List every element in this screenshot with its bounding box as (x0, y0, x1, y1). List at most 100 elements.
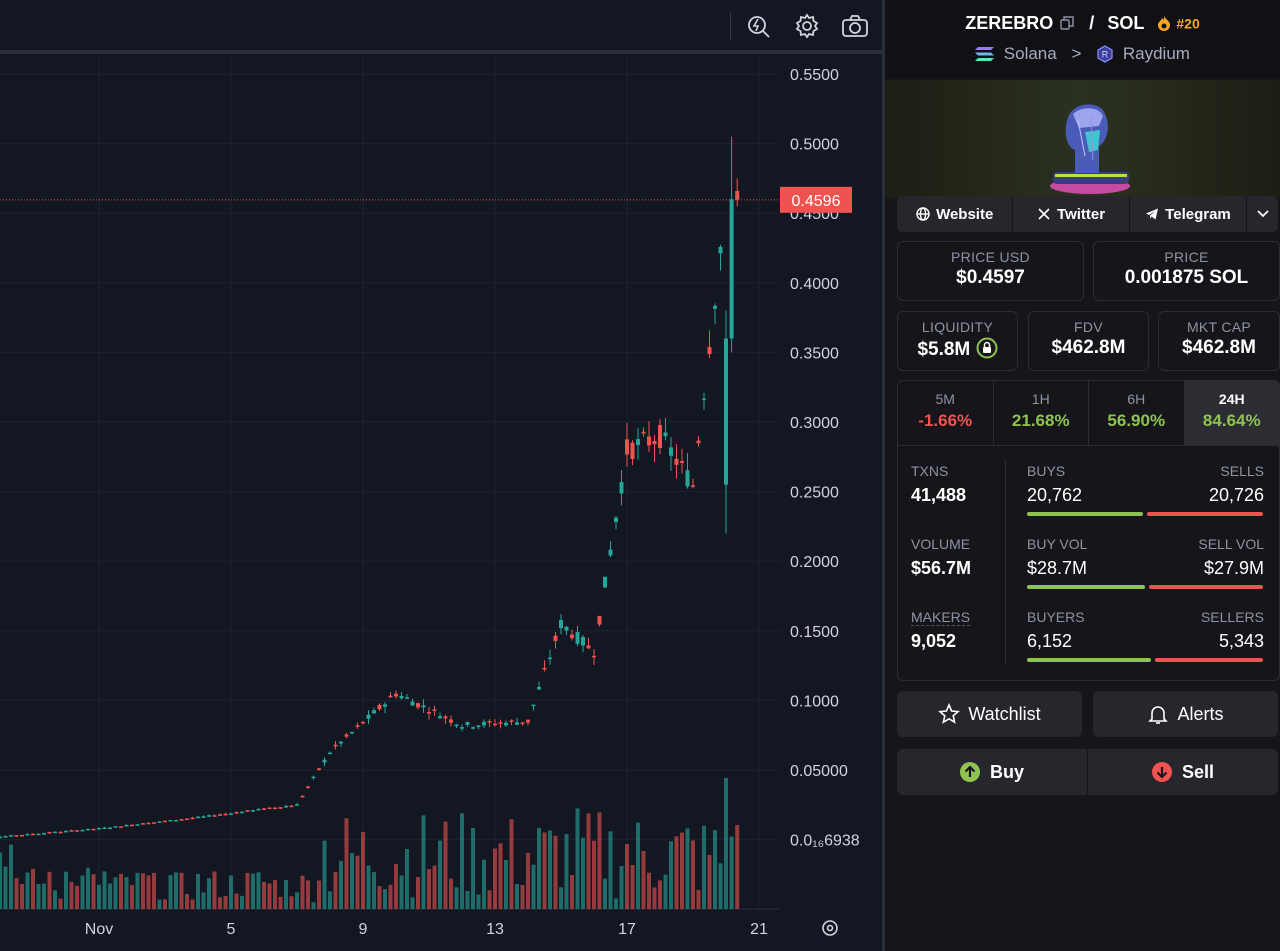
candle-body (592, 655, 596, 658)
volume-bar (47, 871, 52, 909)
chart-grid (0, 54, 780, 910)
candle-body (658, 425, 662, 448)
trade-buttons: Buy Sell (897, 749, 1278, 795)
volume-bar (438, 840, 442, 909)
candle-body (157, 821, 162, 823)
candle-body (14, 835, 19, 837)
candle-body (130, 824, 134, 827)
volume-bar (680, 832, 684, 909)
toolbar-separator (730, 12, 731, 40)
watchlist-button[interactable]: Watchlist (897, 691, 1082, 737)
volume-bar (498, 843, 503, 909)
tab-6h-label: 6H (1127, 391, 1146, 407)
candle-body (135, 824, 140, 826)
volume-bar (619, 866, 624, 909)
candle-body (410, 701, 415, 706)
axis-settings-icon[interactable] (822, 920, 838, 936)
candle-body (124, 825, 129, 827)
trending-rank: #20 (1176, 15, 1200, 32)
tab-24h[interactable]: 24H 84.64% (1184, 381, 1279, 445)
telegram-link-button[interactable]: Telegram (1129, 196, 1248, 232)
candlestick-chart[interactable]: 0.55000.50000.45000.40000.35000.30000.25… (0, 54, 882, 951)
website-link-button[interactable]: Website (897, 196, 1014, 232)
pane-divider[interactable] (882, 0, 885, 951)
trending-flame-icon (1158, 16, 1171, 32)
tab-1h-label: 1H (1031, 391, 1050, 407)
candle-body (42, 833, 46, 835)
tab-6h[interactable]: 6H 56.90% (1089, 381, 1185, 445)
volume-bar (190, 899, 195, 909)
candle-body (707, 347, 712, 355)
buy-volume-value: $28.7M (1027, 558, 1088, 578)
volume-bar (333, 871, 338, 909)
candle-body (20, 834, 24, 837)
candle-body (405, 697, 409, 699)
volume-bar (240, 895, 244, 909)
candle-body (487, 720, 492, 723)
volume-bar (355, 855, 360, 909)
candle-body (520, 722, 525, 724)
buyers-label: BUYERS (1027, 609, 1085, 625)
market-cap-value: $462.8M (1182, 337, 1256, 358)
volume-bar (212, 871, 217, 909)
candle-body (696, 440, 701, 444)
volume-bar (729, 836, 734, 909)
price-tick-label: 0.0₁₆6938 (790, 833, 860, 850)
sells-ratio-bar (1147, 512, 1263, 516)
candle-body (97, 828, 101, 830)
tab-1h[interactable]: 1H 21.68% (994, 381, 1089, 445)
volume-bar (328, 891, 332, 909)
volume-bar (405, 849, 409, 909)
alerts-button[interactable]: Alerts (1093, 691, 1278, 737)
candle-body (542, 667, 547, 670)
more-links-dropdown[interactable] (1247, 196, 1279, 232)
volume-bar (537, 827, 541, 909)
time-axis[interactable]: Nov 5 9 13 17 21 (85, 921, 768, 938)
candle-body (680, 460, 684, 463)
candle-body (625, 439, 629, 455)
candle-body (729, 199, 734, 339)
volume-bar (586, 813, 591, 909)
volume-bar (234, 893, 239, 909)
chain-link[interactable]: Solana (1003, 43, 1057, 63)
volume-bar (58, 898, 63, 909)
candle-body (691, 485, 695, 487)
camera-screenshot-icon[interactable] (839, 10, 871, 42)
sells-value: 20,726 (1208, 485, 1264, 505)
tab-5m[interactable]: 5M -1.66% (898, 381, 994, 445)
sell-button[interactable]: Sell (1088, 749, 1278, 795)
buys-value: 20,762 (1027, 485, 1083, 505)
quote-token-symbol: SOL (1107, 12, 1145, 33)
volume-bar (718, 863, 723, 909)
indicator-lightning-icon[interactable] (743, 10, 775, 42)
settings-gear-icon[interactable] (791, 10, 823, 42)
pair-title: ZEREBRO / SOL #20 (885, 12, 1280, 34)
dex-link[interactable]: Raydium (1122, 43, 1190, 63)
price-axis[interactable]: 0.55000.50000.45000.40000.35000.30000.25… (790, 67, 860, 850)
candle-body (185, 818, 189, 821)
fdv-value: $462.8M (1051, 337, 1126, 358)
time-tick-label: 13 (486, 921, 504, 938)
candle-body (295, 804, 299, 806)
volume-bar (625, 844, 629, 909)
liquidity-value: $5.8M (917, 339, 971, 360)
copy-address-icon[interactable] (1060, 16, 1074, 30)
bell-icon (1148, 706, 1169, 724)
volume-bar (559, 887, 563, 909)
liquidity-locked-icon[interactable] (976, 337, 998, 359)
volume-bar (493, 848, 497, 909)
buy-label: Buy (989, 761, 1024, 782)
candle-body (702, 398, 706, 401)
candle-body (724, 338, 728, 485)
liquidity-label: LIQUIDITY (921, 319, 994, 335)
volume-bar (185, 893, 189, 909)
candle-body (372, 710, 376, 714)
candle-body (586, 645, 591, 649)
candle-body (570, 634, 574, 639)
chart-pane[interactable]: 0.5500 0.5000 0.4500 0.4000 0.3500 0.3000 0.25… (0, 0, 882, 951)
twitter-link-button[interactable]: Twitter (1013, 196, 1130, 232)
price-tick-label: 0.2000 (790, 554, 839, 571)
candle-body (361, 721, 365, 724)
price-usd-value: $0.4597 (956, 267, 1025, 288)
buy-button[interactable]: Buy (897, 749, 1088, 795)
